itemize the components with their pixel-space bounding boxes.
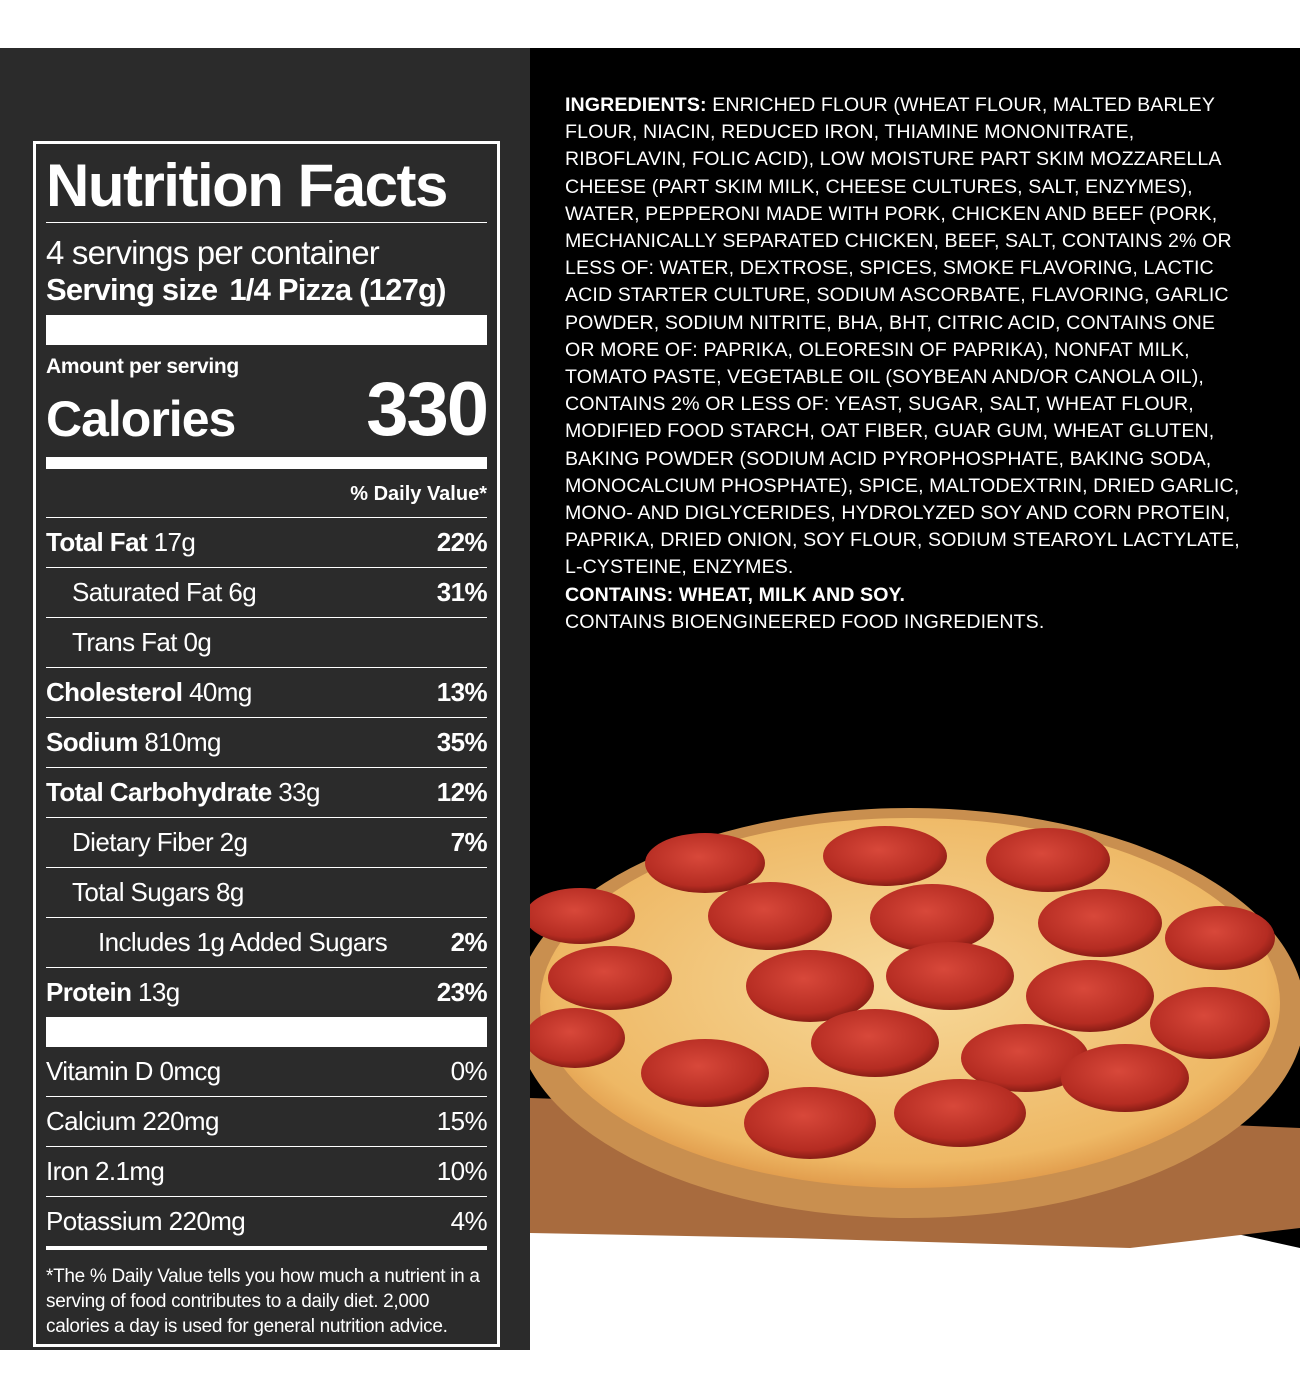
bioengineered-note: CONTAINS BIOENGINEERED FOOD INGREDIENTS.: [565, 610, 1045, 633]
nutrient-name: Saturated Fat: [72, 577, 222, 607]
nutrient-name: Vitamin D: [46, 1056, 153, 1086]
label-title: Nutrition Facts: [46, 152, 448, 219]
nutrient-amount: 17g: [153, 527, 196, 557]
nutrient-name: Calcium: [46, 1106, 136, 1136]
thick-bar: [46, 457, 487, 469]
pizza-image: [530, 808, 1300, 1350]
serving-size-value: 1/4 Pizza (127g): [229, 272, 446, 307]
ingredients-text: ENRICHED FLOUR (WHEAT FLOUR, MALTED BARL…: [565, 94, 1240, 579]
divider: [46, 222, 487, 223]
nutrient: Calcium 220mg: [46, 1106, 219, 1137]
nutrient-amount: 6g: [228, 577, 257, 607]
thick-bar: [46, 1017, 487, 1047]
nutrient-name: Includes 1g Added Sugars: [98, 927, 388, 957]
nutrient-amount: 2g: [219, 827, 248, 857]
nutrient: Protein 13g: [46, 977, 180, 1008]
nutrient-amount: 220mg: [168, 1206, 246, 1236]
nutrient: Includes 1g Added Sugars: [46, 927, 388, 958]
calories-label: Calories: [46, 391, 236, 447]
nutrient: Iron 2.1mg: [46, 1156, 165, 1187]
allergens: CONTAINS: WHEAT, MILK AND SOY.: [565, 583, 906, 606]
daily-value: 13%: [436, 677, 488, 707]
nutrient-name: Iron: [46, 1156, 89, 1186]
right-panel: INGREDIENTS: ENRICHED FLOUR (WHEAT FLOUR…: [530, 48, 1300, 1350]
nutrient: Total Sugars 8g: [46, 877, 244, 908]
nutrient: Total Fat 17g: [46, 527, 196, 558]
nutrient: Trans Fat 0g: [46, 627, 212, 658]
nutrient-name: Total Fat: [46, 527, 148, 557]
serving-size-label: Serving size: [46, 272, 218, 307]
nutrient-row: Total Sugars 8g: [46, 868, 487, 918]
nutrient-row: Total Carbohydrate 33g 12%: [46, 768, 488, 818]
nutrient: Potassium 220mg: [46, 1206, 246, 1237]
daily-value-header: % Daily Value*: [46, 469, 487, 518]
vitamin-row: Potassium 220mg 4%: [46, 1197, 488, 1246]
thick-bar: [46, 1246, 487, 1250]
thick-bar: [46, 315, 487, 345]
nutrient-amount: 810mg: [144, 727, 221, 757]
nutrient: Saturated Fat 6g: [46, 577, 257, 608]
vitamin-row: Vitamin D 0mcg 0%: [46, 1047, 488, 1097]
nutrient-amount: 33g: [278, 777, 320, 807]
daily-value: 2%: [450, 927, 488, 957]
vitamin-row: Iron 2.1mg 10%: [46, 1147, 488, 1197]
nutrient-amount: 13g: [138, 977, 180, 1007]
nutrient-name: Potassium: [46, 1206, 163, 1236]
serving-size: Serving size 1/4 Pizza (127g): [46, 271, 487, 309]
daily-value: 35%: [436, 727, 488, 757]
nutrient-row: Dietary Fiber 2g 7%: [46, 818, 488, 868]
nutrient: Sodium 810mg: [46, 727, 221, 758]
daily-value: 15%: [436, 1106, 488, 1136]
daily-value: 0%: [450, 1056, 488, 1086]
nutrient-row: Cholesterol 40mg 13%: [46, 668, 488, 718]
nutrient-amount: 0g: [183, 627, 212, 657]
nutrient-list: Total Fat 17g 22% Saturated Fat 6g 31% Trans…: [46, 518, 488, 1017]
nutrient-row: Trans Fat 0g: [46, 618, 487, 668]
nutrient: Vitamin D 0mcg: [46, 1056, 221, 1087]
nutrient-amount: 2.1mg: [95, 1156, 165, 1186]
nutrient-name: Sodium: [46, 727, 138, 757]
nutrient-name: Dietary Fiber: [72, 827, 214, 857]
daily-value: 7%: [450, 827, 488, 857]
servings: 4 servings per container: [46, 234, 380, 271]
nutrient: Cholesterol 40mg: [46, 677, 252, 708]
ingredients: INGREDIENTS: ENRICHED FLOUR (WHEAT FLOUR…: [565, 92, 1245, 636]
nutrient-row: Sodium 810mg 35%: [46, 718, 488, 768]
nutrient-amount: 220mg: [142, 1106, 219, 1136]
nutrient-row: Includes 1g Added Sugars 2%: [46, 918, 488, 968]
nutrient: Total Carbohydrate 33g: [46, 777, 320, 808]
vitamin-row: Calcium 220mg 15%: [46, 1097, 488, 1147]
nutrient-amount: 0mcg: [159, 1056, 221, 1086]
daily-value: 4%: [450, 1206, 488, 1236]
nutrient-row: Protein 13g 23%: [46, 968, 488, 1017]
nutrient-row: Total Fat 17g 22%: [46, 518, 488, 568]
daily-value: 22%: [436, 527, 488, 557]
calories-row: Calories 330: [46, 371, 489, 449]
amount-per-serving: Amount per serving: [46, 355, 239, 378]
nutrient-amount: 8g: [215, 877, 244, 907]
nutrition-label: Nutrition Facts 4 servings per container…: [33, 141, 500, 1347]
daily-value: 12%: [436, 777, 488, 807]
nutrient-row: Saturated Fat 6g 31%: [46, 568, 488, 618]
nutrient-name: Protein: [46, 977, 132, 1007]
vitamin-list: Vitamin D 0mcg 0% Calcium 220mg 15% Iron 2.1…: [46, 1047, 488, 1246]
nutrient-name: Cholesterol: [46, 677, 183, 707]
daily-value: 31%: [436, 577, 488, 607]
footnote: *The % Daily Value tells you how much a …: [46, 1266, 480, 1337]
pepperoni: [530, 826, 1275, 1159]
nutrient-name: Trans Fat: [72, 627, 177, 657]
daily-value: 10%: [436, 1156, 488, 1186]
calories-value: 330: [366, 367, 489, 452]
ingredients-label: INGREDIENTS:: [565, 94, 707, 116]
nutrient-amount: 40mg: [189, 677, 252, 707]
nutrient-name: Total Sugars: [72, 877, 210, 907]
nutrient: Dietary Fiber 2g: [46, 827, 248, 858]
left-panel: Nutrition Facts 4 servings per container…: [0, 48, 530, 1350]
nutrient-name: Total Carbohydrate: [46, 777, 272, 807]
daily-value: 23%: [436, 977, 488, 1007]
